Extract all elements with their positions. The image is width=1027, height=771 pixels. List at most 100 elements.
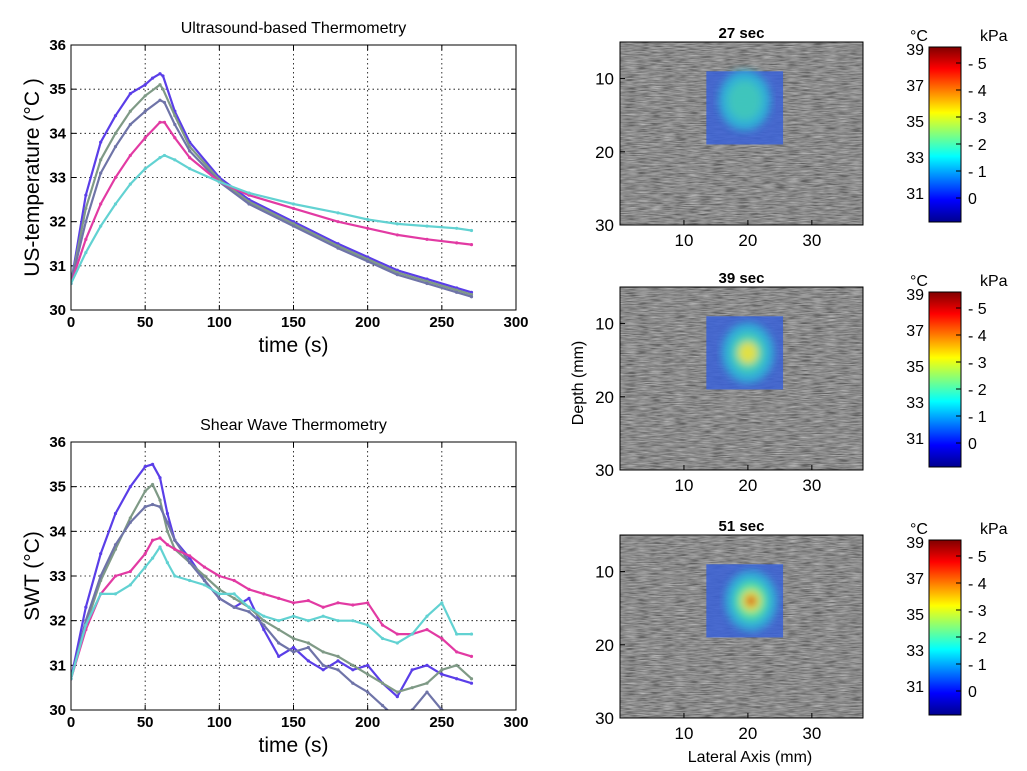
series-point-1 xyxy=(277,654,281,659)
colorbar xyxy=(928,539,962,716)
series-point-5 xyxy=(455,632,459,636)
y-axis-label: US-temperature (°C ) xyxy=(21,78,44,277)
series-point-1 xyxy=(128,485,132,489)
x-tick-label: 300 xyxy=(503,714,528,731)
colorbar-tick-left: 39 xyxy=(906,535,924,552)
y-tick-label: 31 xyxy=(49,258,66,275)
series-point-5 xyxy=(188,578,192,583)
plot-area xyxy=(71,442,516,710)
series-point-3 xyxy=(99,171,103,175)
series-point-3 xyxy=(143,505,147,509)
colorbar-tick-right: - 3 xyxy=(968,355,987,372)
series-point-5 xyxy=(351,619,355,623)
series-point-3 xyxy=(247,610,251,614)
series-line-4 xyxy=(71,536,472,680)
colorbar-tick-left: 39 xyxy=(906,42,924,59)
colorbar-tick-right: - 5 xyxy=(968,301,987,318)
series-point-4 xyxy=(321,605,325,609)
colorbar-tick-right: - 1 xyxy=(968,164,987,181)
plot-frame xyxy=(70,44,517,311)
series-point-1 xyxy=(99,552,103,556)
series-point-1 xyxy=(84,193,88,197)
series-point-5 xyxy=(469,228,474,233)
series-point-4 xyxy=(128,569,132,574)
x-tick-label: 200 xyxy=(355,314,380,331)
series-point-5 xyxy=(84,623,88,627)
panel-frame xyxy=(619,41,864,226)
series-point-4 xyxy=(291,206,296,211)
y-tick-label: 34 xyxy=(49,523,66,540)
y-tick-label: 10 xyxy=(595,315,614,334)
colorbar-tick-right: - 3 xyxy=(968,110,987,127)
colorbar-tick-left: 37 xyxy=(906,78,924,95)
y-tick-label: 32 xyxy=(49,613,66,630)
series-point-4 xyxy=(440,636,444,641)
series-point-4 xyxy=(366,226,370,230)
series-point-1 xyxy=(84,605,88,609)
series-point-3 xyxy=(158,98,162,102)
series-point-4 xyxy=(455,650,459,654)
y-tick-label: 30 xyxy=(595,461,614,480)
series-point-3 xyxy=(188,149,192,153)
x-tick-label: 10 xyxy=(674,724,693,743)
series-point-4 xyxy=(351,603,355,607)
series-point-5 xyxy=(321,614,325,618)
series-point-5 xyxy=(188,167,192,171)
colorbar-tick-right: - 3 xyxy=(968,603,987,620)
series-point-3 xyxy=(99,574,103,578)
chart-title: Ultrasound-based Thermometry xyxy=(181,20,407,37)
series-point-3 xyxy=(150,502,155,507)
y-tick-label: 20 xyxy=(595,636,614,655)
y-tick-label: 33 xyxy=(49,170,66,187)
series-point-5 xyxy=(173,158,177,162)
x-tick-label: 20 xyxy=(738,231,757,250)
series-point-3 xyxy=(366,690,370,694)
series-line-2 xyxy=(71,483,473,694)
series-point-3 xyxy=(425,690,429,694)
colorbar-tick-right: 0 xyxy=(968,436,977,453)
colorbar-tick-left: 33 xyxy=(906,395,924,412)
panel-title: 27 sec xyxy=(719,25,765,42)
series-point-5 xyxy=(291,614,296,618)
series-point-3 xyxy=(455,290,459,294)
colorbar-tick-left: 33 xyxy=(906,150,924,167)
series-point-5 xyxy=(455,226,459,230)
series-point-1 xyxy=(425,663,429,667)
colorbar-tick-left: 31 xyxy=(906,431,924,448)
series-point-5 xyxy=(247,605,251,609)
series-point-4 xyxy=(173,547,177,551)
series-point-4 xyxy=(455,241,459,245)
y-tick-label: 30 xyxy=(49,302,66,319)
x-tick-label: 10 xyxy=(674,231,693,250)
swt-thermometry-chart: 0 50 100 150 200 250 300 30 31 32 33 34 35 36 Shear Wa… xyxy=(21,417,529,757)
y-tick-label: 34 xyxy=(49,125,66,142)
series-point-4 xyxy=(173,136,177,140)
series-point-3 xyxy=(113,144,118,149)
y-tick-label: 20 xyxy=(595,388,614,407)
series-point-4 xyxy=(395,233,399,237)
overlay-hot-spot xyxy=(718,70,771,131)
colorbar-tick-left: 31 xyxy=(906,186,924,203)
x-tick-label: 0 xyxy=(67,314,75,331)
colorbar-unit-left: °C xyxy=(910,521,928,538)
series-point-5 xyxy=(150,556,155,560)
series-point-2 xyxy=(161,87,165,91)
series-point-3 xyxy=(162,100,167,105)
series-point-4 xyxy=(336,601,340,605)
series-point-3 xyxy=(395,273,399,277)
series-point-5 xyxy=(128,583,132,587)
series-point-5 xyxy=(158,545,162,549)
series-point-2 xyxy=(306,641,310,645)
series-point-2 xyxy=(351,663,355,667)
series-point-5 xyxy=(202,583,207,587)
x-tick-label: 100 xyxy=(207,714,232,731)
series-point-4 xyxy=(425,237,429,241)
series-point-3 xyxy=(84,220,88,224)
series-point-4 xyxy=(262,592,266,596)
series-point-5 xyxy=(232,592,236,596)
series-point-2 xyxy=(150,482,155,487)
series-point-5 xyxy=(99,592,103,596)
series-point-1 xyxy=(321,668,325,672)
series-point-5 xyxy=(165,561,170,565)
series-point-5 xyxy=(262,614,266,618)
